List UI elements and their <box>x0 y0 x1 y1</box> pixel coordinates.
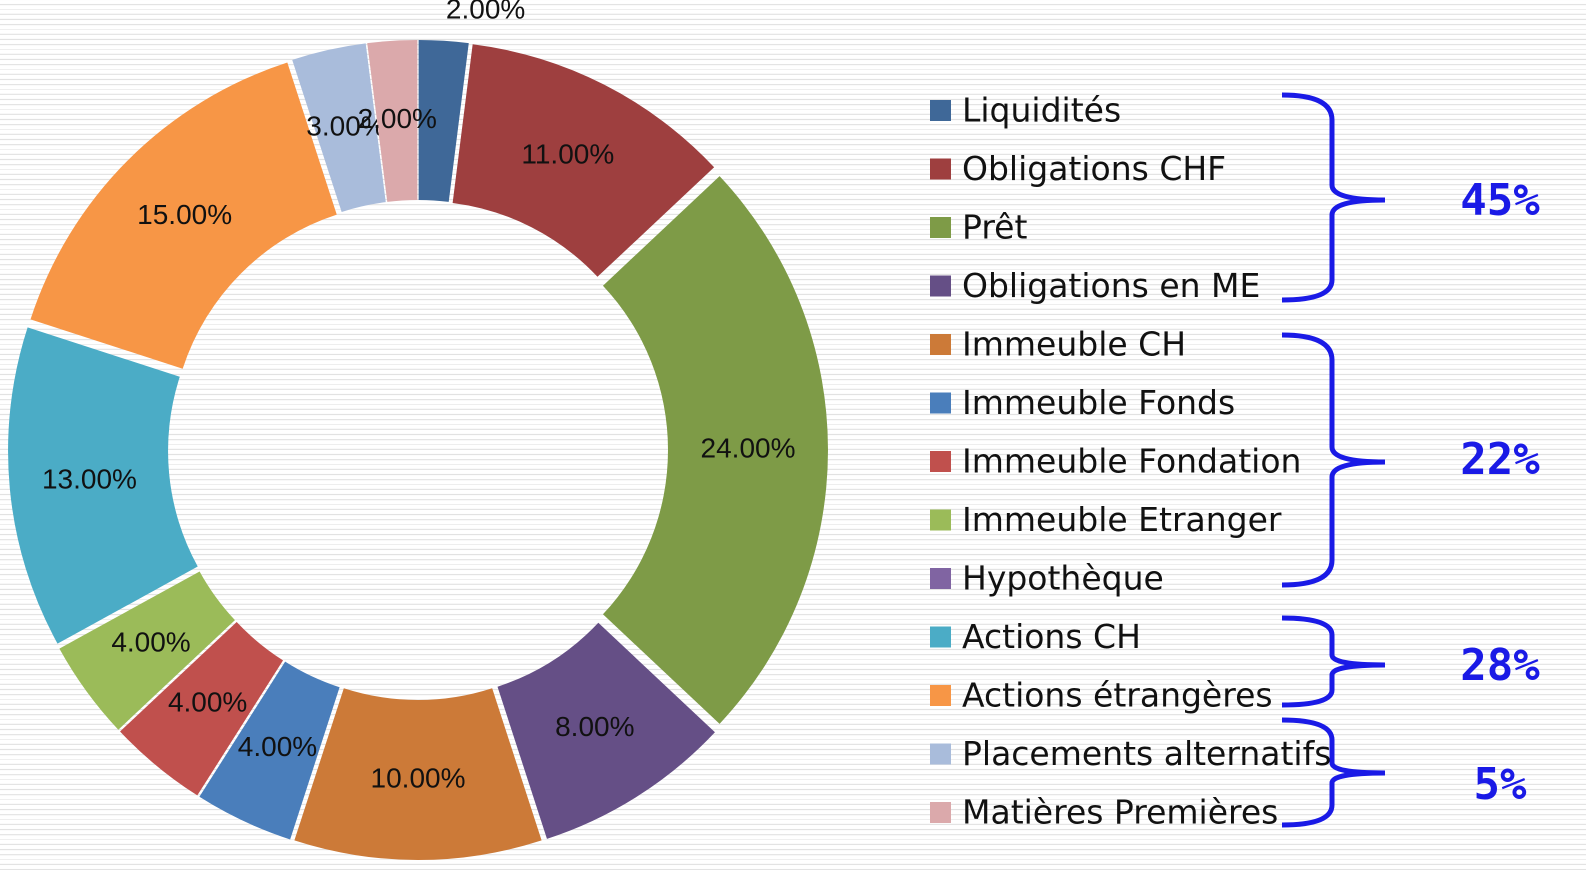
legend-label: Immeuble Etranger <box>962 500 1282 539</box>
donut-segment <box>452 44 715 277</box>
legend-label: Obligations CHF <box>962 149 1226 188</box>
legend-label: Matières Premières <box>962 793 1278 832</box>
value-label: 4.00% <box>111 626 190 657</box>
legend-swatch <box>930 685 951 706</box>
legend-label: Immeuble Fondation <box>962 442 1301 481</box>
legend-swatch <box>930 509 951 531</box>
group-total: 5% <box>1474 759 1527 810</box>
donut-segment <box>59 571 235 730</box>
legend-swatch <box>930 568 951 589</box>
legend-swatch <box>930 802 951 823</box>
legend-swatch <box>930 100 951 121</box>
legend-label: Obligations en ME <box>962 266 1260 305</box>
legend-label: Liquidités <box>962 91 1121 130</box>
legend-label: Actions étrangères <box>962 676 1273 715</box>
donut-segment <box>120 621 284 796</box>
donut-segment <box>418 40 469 202</box>
donut-segment <box>294 688 542 860</box>
value-label: 2.00% <box>358 103 437 134</box>
value-label: 10.00% <box>371 762 466 793</box>
bracket <box>1281 717 1386 828</box>
legend-swatch <box>930 743 951 765</box>
legend-swatch <box>930 334 951 355</box>
legend-label: Immeuble CH <box>962 325 1186 364</box>
bracket <box>1281 92 1386 303</box>
legend-swatch <box>930 217 951 238</box>
value-label: 11.00% <box>521 138 614 169</box>
value-label: 4.00% <box>238 731 317 762</box>
legend-label: Actions CH <box>962 617 1141 656</box>
value-label: 15.00% <box>137 199 232 230</box>
donut-segment <box>367 40 418 202</box>
legend-label: Prêt <box>962 208 1027 247</box>
value-label: 2.00% <box>446 0 525 24</box>
value-label: 13.00% <box>42 463 137 494</box>
value-label: 3.00% <box>306 110 385 141</box>
legend-swatch <box>930 158 951 180</box>
legend-label: Hypothèque <box>962 559 1164 598</box>
legend-swatch <box>930 392 951 414</box>
group-total: 22% <box>1460 434 1540 485</box>
group-total: 28% <box>1460 640 1540 691</box>
value-label: 8.00% <box>555 711 634 742</box>
donut-segment <box>199 661 340 840</box>
value-label: 4.00% <box>168 687 247 718</box>
legend-label: Placements alternatifs <box>962 734 1331 773</box>
legend-swatch <box>930 626 951 648</box>
donut-segment <box>292 43 386 212</box>
donut-segment <box>602 176 828 724</box>
bracket <box>1281 332 1386 588</box>
legend-swatch <box>930 275 951 297</box>
donut-segment <box>497 622 715 839</box>
legend-label: Immeuble Fonds <box>962 383 1235 422</box>
donut-segment <box>30 62 337 369</box>
legend-swatch <box>930 451 951 472</box>
donut-segment <box>8 327 198 644</box>
value-label: 24.00% <box>701 432 796 463</box>
bracket <box>1281 615 1386 708</box>
group-total: 45% <box>1460 175 1540 226</box>
